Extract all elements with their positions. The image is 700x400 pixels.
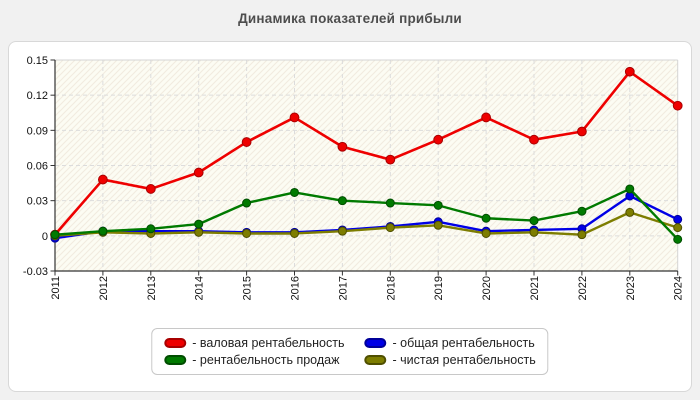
data-point [481,228,491,238]
x-tick-label: 2018 [385,276,397,300]
x-tick-label: 2017 [337,276,349,300]
data-point [529,216,539,226]
legend-label: - рентабельность продаж [192,353,340,367]
x-tick-label: 2020 [481,276,493,300]
x-tick-label: 2012 [98,276,110,300]
data-point [433,134,444,145]
legend-item-общая-рентабельность: - общая рентабельность [364,336,536,350]
data-point [289,112,300,123]
x-tick-label: 2022 [577,276,589,300]
page-title: Динамика показателей прибыли [238,11,462,26]
series-рентабельность-продаж [50,184,683,244]
x-tick-label: 2015 [242,276,254,300]
data-point [625,207,635,217]
data-point [481,112,492,123]
data-point [242,228,252,238]
data-point [673,234,683,244]
series-валовая-рентабельность [50,66,683,240]
data-point [145,184,156,194]
data-point [290,228,299,238]
x-tick-label: 2011 [50,276,62,300]
legend-item-чистая-рентабельность: - чистая рентабельность [364,353,536,367]
data-point [625,184,635,194]
legend-swatch [364,338,387,348]
y-tick-label: 0.06 [27,161,48,173]
y-tick-label: -0.03 [23,266,48,278]
data-point [241,137,252,147]
data-point [290,187,299,197]
data-point [337,196,347,206]
series-line [53,70,680,236]
data-point [481,213,491,223]
x-tick-label: 2014 [194,276,206,300]
x-tick-label: 2021 [529,276,541,300]
legend-label: - чистая рентабельность [392,353,536,367]
y-tick-label: 0 [42,231,48,243]
data-point [385,223,395,233]
data-point [337,141,348,152]
data-point [433,220,443,230]
legend-swatch [164,338,187,348]
data-point [624,66,635,77]
data-point [673,214,683,224]
data-point [98,226,108,236]
x-tick-label: 2023 [625,276,637,300]
legend-label: - валовая рентабельность [192,336,345,350]
y-tick-label: 0.12 [27,90,48,102]
data-point [672,100,683,111]
data-point [433,200,443,210]
legend-item-валовая-рентабельность: - валовая рентабельность [164,336,345,350]
legend-swatch [164,355,187,365]
series-line [53,211,679,238]
data-point [146,224,156,234]
legend-label: - общая рентабельность [392,336,535,350]
x-tick-label: 2019 [433,276,445,300]
data-point [577,230,587,240]
data-point [98,174,108,185]
data-point [673,223,683,233]
x-tick-label: 2016 [290,276,302,300]
data-point [337,226,347,236]
chart-legend: - валовая рентабельность - общая рентабел… [151,328,549,375]
data-point [193,167,204,178]
chart-panel: 0.15 0.12 0.09 0.06 0.03 0 -0.03 2011 2012 2013 20… [8,41,692,392]
x-tick-label: 2013 [146,276,158,300]
series-line [53,187,679,241]
data-point [50,230,60,240]
data-point [529,227,539,237]
y-tick-label: 0.09 [27,125,48,137]
legend-swatch [364,355,387,365]
data-point [194,219,204,229]
data-point [385,198,395,208]
data-point [577,206,587,216]
y-tick-label: 0.03 [27,196,48,208]
data-point [529,134,539,145]
data-point [242,198,252,208]
data-point [194,227,204,237]
x-tick-label: 2024 [673,276,685,300]
legend-item-рентабельность-продаж: - рентабельность продаж [164,353,344,367]
data-point [385,154,396,165]
data-point [577,126,587,137]
y-tick-label: 0.15 [27,55,48,67]
